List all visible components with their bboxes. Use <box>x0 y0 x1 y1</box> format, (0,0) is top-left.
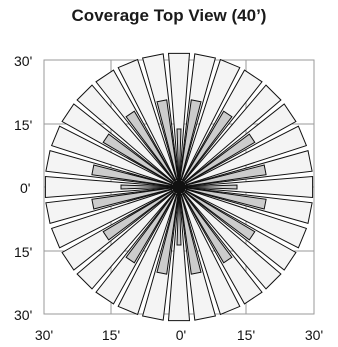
y-axis-label-0: 0' <box>20 180 30 196</box>
outer-beam-14 <box>50 125 173 186</box>
y-axis-label-15-top: 15' <box>14 117 32 133</box>
outer-beam-30 <box>185 188 308 249</box>
y-axis-label-30-top: 30' <box>14 53 32 69</box>
outer-beam-6 <box>180 58 241 181</box>
sensor-center <box>172 180 186 194</box>
x-axis-label-30-right: 30' <box>305 327 323 343</box>
outer-beam-20 <box>76 191 175 290</box>
outer-beam-22 <box>117 193 178 316</box>
outer-beam-26 <box>180 193 241 316</box>
outer-beam-12 <box>76 84 175 183</box>
x-axis-label-30-left: 30' <box>35 327 53 343</box>
chart-title: Coverage Top View (40’) <box>71 6 267 25</box>
x-axis-label-0: 0' <box>176 327 186 343</box>
outer-beam-4 <box>183 84 282 183</box>
outer-beam-18 <box>50 188 173 249</box>
x-axis-label-15-right: 15' <box>237 327 255 343</box>
coverage-beams <box>44 52 314 322</box>
outer-beam-10 <box>117 58 178 181</box>
y-axis-label-30-bottom: 30' <box>14 307 32 323</box>
x-axis-label-15-left: 15' <box>102 327 120 343</box>
outer-beam-2 <box>185 125 308 186</box>
outer-beam-28 <box>183 191 282 290</box>
y-axis-label-15-bottom: 15' <box>14 244 32 260</box>
